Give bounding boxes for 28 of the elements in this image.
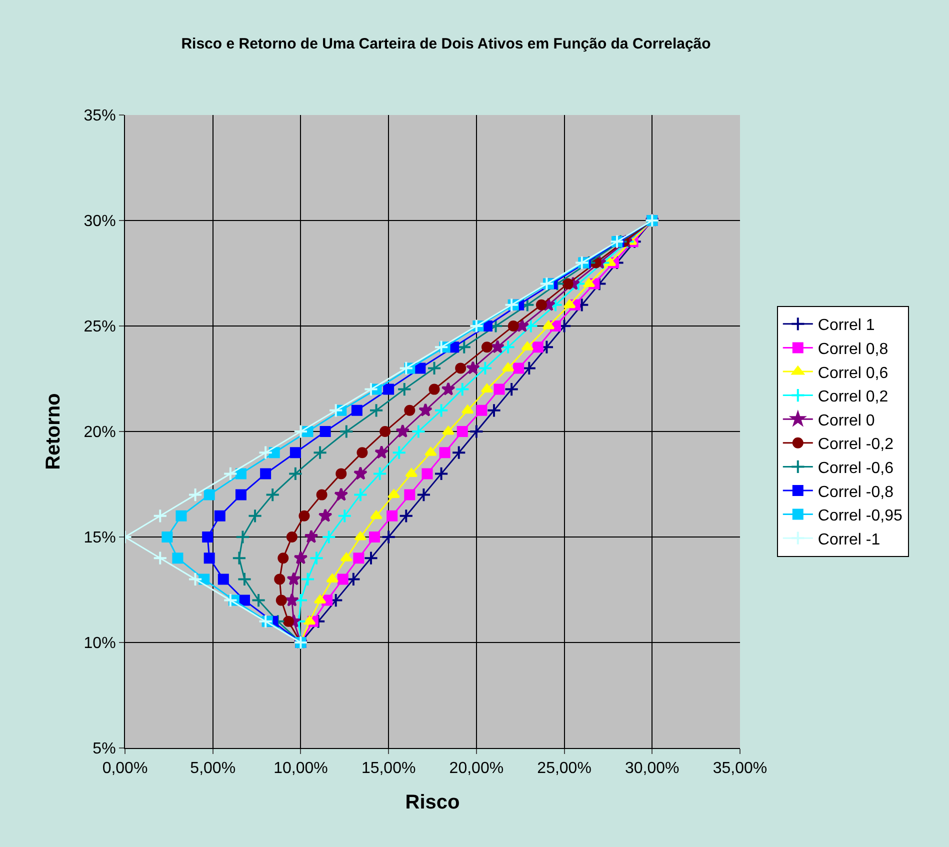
x-tick-label: 30,00%: [625, 760, 680, 778]
legend-label: Correl -0,2: [818, 436, 894, 454]
y-tick-label: 10%: [84, 635, 116, 652]
x-axis-title: Risco: [405, 792, 460, 814]
x-tick-label: 25,00%: [537, 760, 592, 778]
legend-label: Correl 0: [818, 412, 875, 430]
y-tick-label: 35%: [84, 108, 116, 125]
x-tick-label: 10,00%: [274, 760, 328, 778]
legend-label: Correl 1: [818, 317, 875, 334]
y-tick-label: 25%: [84, 318, 116, 336]
y-tick-label: 30%: [84, 213, 116, 230]
legend-label: Correl -0,6: [818, 460, 894, 477]
x-tick-label: 5,00%: [190, 760, 236, 778]
legend-label: Correl 0,6: [818, 364, 888, 382]
y-tick-label: 20%: [84, 424, 116, 442]
x-tick-label: 0,00%: [102, 760, 148, 778]
x-tick-label: 15,00%: [361, 760, 416, 778]
legend-label: Correl -1: [818, 531, 880, 548]
legend-label: Correl 0,2: [818, 388, 888, 406]
chart-title: Risco e Retorno de Uma Carteira de Dois Ativos em Função da Correlação: [181, 36, 711, 53]
y-tick-label: 15%: [84, 530, 116, 547]
x-tick-label: 20,00%: [449, 760, 504, 778]
legend-label: Correl -0,8: [818, 484, 894, 501]
legend-label: Correl 0,8: [818, 340, 888, 358]
legend-label: Correl -0,95: [818, 508, 902, 525]
x-tick-label: 35,00%: [712, 760, 768, 778]
y-tick-label: 5%: [92, 740, 116, 758]
y-axis-title: Retorno: [42, 393, 64, 470]
